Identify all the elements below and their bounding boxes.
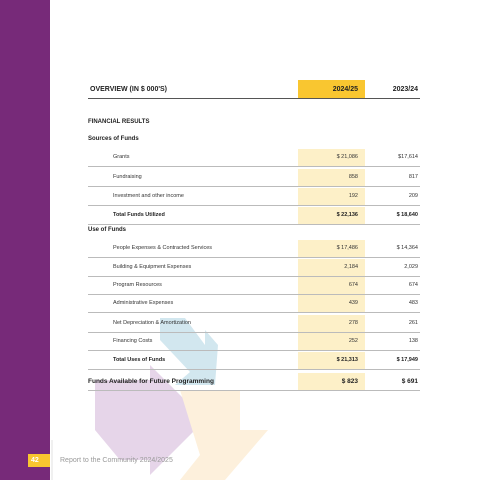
row-label: Investment and other income (113, 193, 184, 199)
cell-prior: $17,614 (398, 154, 418, 160)
group-title: Sources of Funds (88, 136, 139, 142)
cell-prior: 483 (408, 300, 418, 306)
cell-prior: $ 17,949 (396, 357, 418, 363)
footer-text: Report to the Community 2024/2025 (60, 457, 173, 464)
highlight-cell (298, 207, 365, 224)
highlight-cell (298, 169, 365, 186)
header-highlight (298, 80, 365, 98)
row-label: People Expenses & Contracted Services (113, 245, 213, 251)
cell-prior: 261 (408, 320, 418, 326)
highlight-cell (298, 259, 365, 276)
cell-current: $ 823 (341, 378, 358, 385)
cell-current: 192 (348, 193, 358, 199)
row-rule (88, 350, 420, 351)
highlight-cell (298, 277, 365, 294)
row-rule (88, 294, 420, 295)
row-rule (88, 369, 420, 370)
cell-current: 252 (348, 338, 358, 344)
cell-current: 858 (348, 174, 358, 180)
cell-prior: $ 14,364 (396, 245, 418, 251)
row-label: Grants (113, 154, 130, 160)
row-rule (88, 257, 420, 258)
row-rule (88, 166, 420, 167)
highlight-cell (298, 149, 365, 166)
highlight-cell (298, 295, 365, 312)
arrow-peach (180, 390, 268, 480)
highlight-cell (298, 333, 365, 350)
row-label: Net Depreciation & Amortization (113, 320, 191, 326)
row-rule (88, 186, 420, 187)
side-band (0, 0, 50, 480)
section-title: FINANCIAL RESULTS (88, 119, 150, 125)
header-title: OVERVIEW (IN $ 000'S) (90, 86, 168, 93)
row-rule (88, 332, 420, 333)
row-label: Fundraising (113, 174, 142, 180)
cell-current: $ 17,486 (336, 245, 358, 251)
highlight-cell (298, 188, 365, 205)
cell-current: 439 (348, 300, 358, 306)
cell-prior: 817 (408, 174, 418, 180)
arrow-purple (95, 365, 205, 475)
row-label: Administrative Expenses (113, 300, 174, 306)
row-label: Total Funds Utilized (113, 212, 165, 218)
cell-current: 674 (348, 282, 358, 288)
row-rule (88, 276, 420, 277)
row-rule (88, 312, 420, 313)
highlight-cell (298, 240, 365, 257)
cell-prior: 209 (408, 193, 418, 199)
cell-current: $ 22,136 (336, 212, 358, 218)
highlight-cell (298, 315, 365, 332)
page-number-box (28, 454, 50, 467)
cell-current: $ 21,086 (336, 154, 358, 160)
row-label: Total Uses of Funds (113, 357, 166, 363)
row-rule (88, 224, 420, 225)
header-col: 2023/24 (392, 86, 418, 93)
row-label: Funds Available for Future Programming (88, 378, 214, 385)
header-rule (88, 98, 420, 99)
cell-current: 2,184 (344, 264, 358, 270)
row-rule (88, 205, 420, 206)
highlight-cell (298, 373, 365, 390)
cell-prior: 674 (408, 282, 418, 288)
row-label: Financing Costs (113, 338, 153, 344)
cell-prior: $ 691 (401, 378, 418, 385)
row-label: Building & Equipment Expenses (113, 264, 192, 270)
group-title: Use of Funds (88, 227, 127, 233)
row-label: Program Resources (113, 282, 162, 288)
cell-prior: 2,029 (404, 264, 418, 270)
header-col: 2024/25 (332, 86, 358, 93)
arrow-blue (160, 318, 218, 385)
page-number: 42 (31, 457, 39, 464)
highlight-cell (298, 352, 365, 369)
cell-current: 278 (348, 320, 358, 326)
cell-prior: $ 18,640 (396, 212, 418, 218)
cell-prior: 138 (408, 338, 418, 344)
row-rule (88, 390, 420, 391)
cell-current: $ 21,313 (336, 357, 358, 363)
